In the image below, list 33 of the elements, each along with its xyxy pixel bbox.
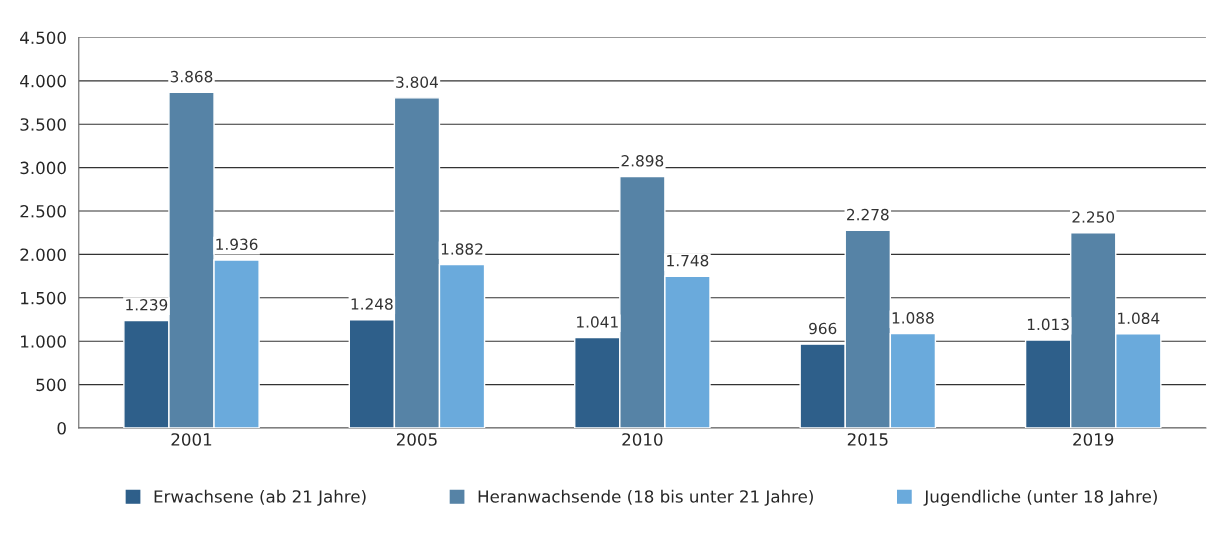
data-label: 2.278	[847, 208, 889, 221]
y-tick-label: 2.500	[20, 204, 66, 218]
x-tick-label: 2005	[396, 433, 437, 446]
y-tick-label: 1.500	[21, 291, 66, 305]
y-tick-label: 500	[36, 378, 66, 392]
y-tick-label: 3.000	[20, 161, 66, 175]
legend-label: Heranwachsende (18 bis unter 21 Jahre)	[478, 489, 813, 506]
x-tick-label: 2015	[847, 433, 888, 446]
x-tick-label: 2019	[1073, 433, 1114, 446]
data-label: 2.898	[621, 155, 664, 167]
x-tick-label: 2010	[622, 433, 663, 446]
data-label: 1.748	[667, 254, 709, 267]
y-tick-label: 4.000	[20, 74, 66, 88]
x-tick-label: 2001	[171, 433, 212, 446]
y-tick-label: 1.000	[21, 335, 66, 348]
y-tick-label: 3.500	[20, 118, 66, 131]
data-label: 1.936	[216, 238, 258, 251]
data-label: 966	[809, 322, 837, 335]
y-tick-label: 2.000	[20, 248, 66, 261]
data-label: 3.868	[170, 70, 213, 83]
data-label: 1.882	[441, 243, 483, 255]
data-label: 1.041	[577, 316, 618, 328]
data-label: 3.804	[396, 76, 438, 88]
data-label: 1.088	[892, 312, 934, 324]
y-tick-label: 0	[57, 421, 66, 435]
legend-label: Jugendliche (unter 18 Jahre)	[923, 489, 1157, 506]
data-label: 1.239	[126, 299, 168, 311]
y-tick-label: 4.500	[20, 31, 66, 45]
data-label: 1.013	[1027, 318, 1069, 331]
data-label: 1.248	[351, 298, 393, 310]
data-label: 2.250	[1072, 211, 1115, 223]
data-label: 1.084	[1118, 312, 1160, 325]
legend-label: Erwachsene (ab 21 Jahre)	[154, 489, 366, 506]
